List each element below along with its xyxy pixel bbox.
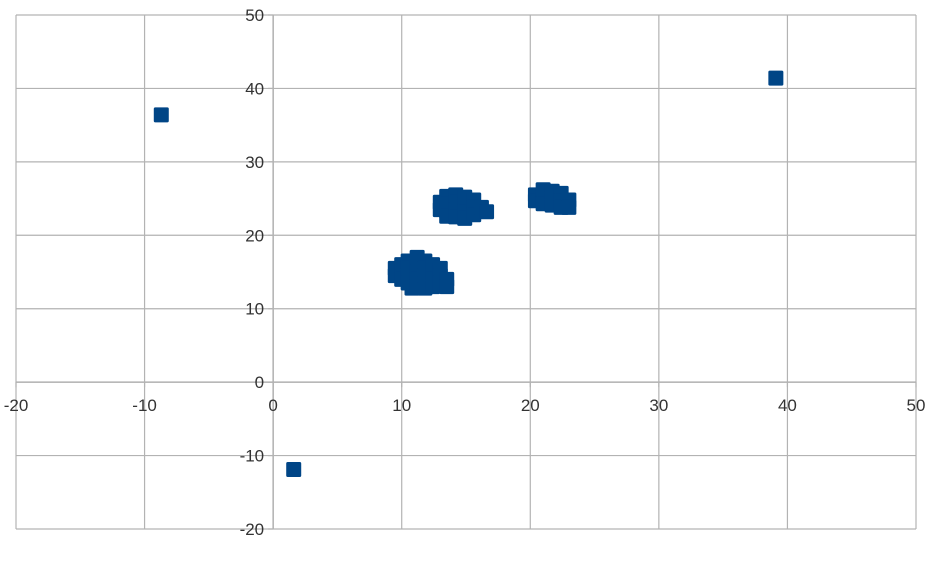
x-tick-label: 40 — [778, 396, 797, 415]
y-tick-label: 50 — [245, 6, 264, 25]
y-tick-label: 40 — [245, 79, 264, 98]
y-tick-label: -20 — [240, 520, 265, 539]
data-point — [153, 107, 169, 123]
y-tick-label: 10 — [245, 300, 264, 319]
data-point — [439, 279, 455, 295]
x-tick-label: 20 — [521, 396, 540, 415]
y-tick-label: 20 — [245, 226, 264, 245]
x-tick-label: -10 — [132, 396, 157, 415]
y-tick-label: 30 — [245, 153, 264, 172]
x-tick-label: 10 — [392, 396, 411, 415]
tick-labels: -20 -10 0 10 20 30 40 50 -20 -10 0 10 20 30 40 50 — [4, 6, 926, 539]
x-tick-label: -20 — [4, 396, 29, 415]
x-tick-label: 50 — [907, 396, 926, 415]
data-points — [153, 70, 784, 478]
data-point — [479, 204, 495, 220]
x-tick-label: 0 — [268, 396, 277, 415]
data-point — [768, 70, 784, 86]
data-point — [286, 462, 302, 478]
y-tick-label: 0 — [255, 373, 264, 392]
y-tick-label: -10 — [240, 447, 265, 466]
gridlines — [15, 14, 917, 530]
data-point — [561, 199, 577, 215]
x-tick-label: 30 — [649, 396, 668, 415]
